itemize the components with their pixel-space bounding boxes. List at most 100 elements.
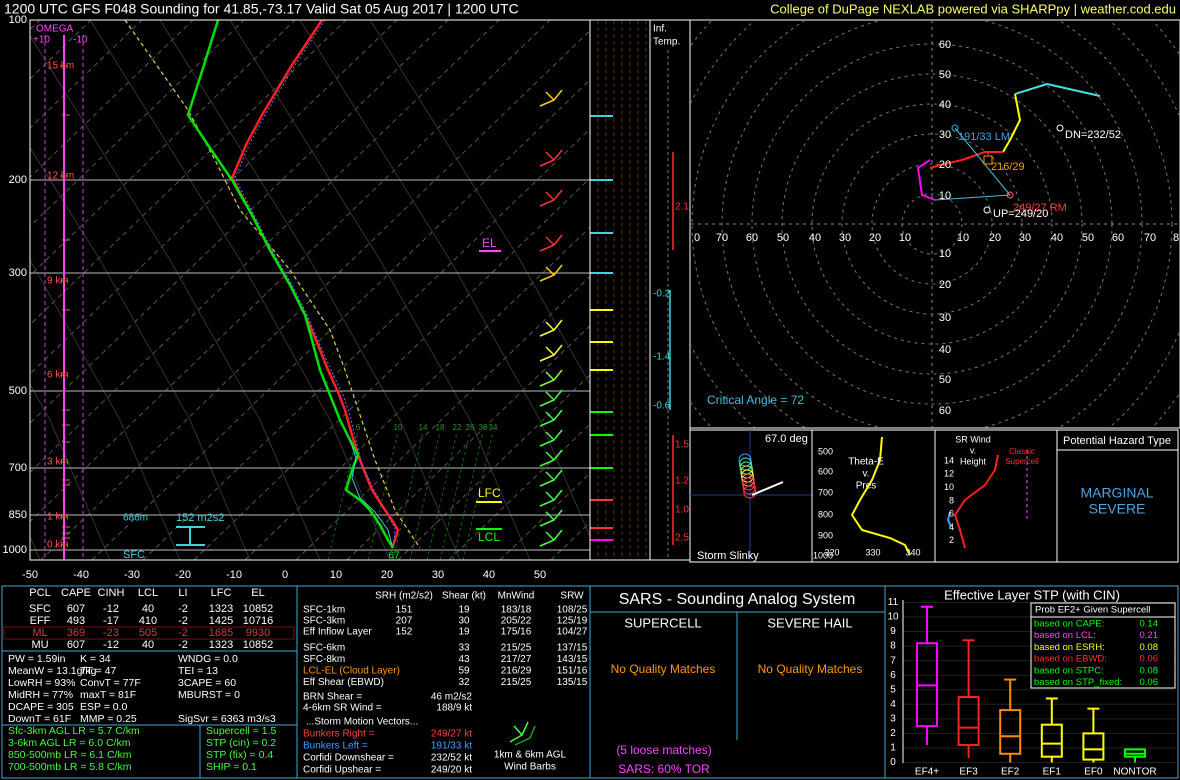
hodograph-frame — [689, 19, 1180, 429]
storm-motion: Corfidi Downshear = — [303, 753, 394, 764]
thermo-header: CINH — [98, 587, 125, 599]
prob-value: 0.08 — [1140, 642, 1159, 653]
sr-wind-height: 4 — [949, 522, 954, 532]
kinematics-cell: 43 — [458, 654, 470, 665]
hodograph-label: 10 — [957, 232, 969, 244]
kinematics-cell: 216/29 — [501, 666, 532, 677]
sr-wind-trace — [947, 511, 952, 528]
thermo-cell: 607 — [67, 603, 85, 615]
storm-motion: Bunkers Right = — [303, 729, 375, 740]
hodograph-label: 40 — [1051, 232, 1063, 244]
hazard-title: Potential Hazard Type — [1063, 435, 1171, 447]
theta-e-pressure: 800 — [818, 509, 833, 519]
kinematics-cell: 215/25 — [501, 643, 532, 654]
dry-adiabat — [30, 147, 251, 560]
thermo-header: EL — [251, 587, 264, 599]
hodograph-label: 40 — [939, 344, 951, 356]
hodograph-plot — [691, 21, 1179, 428]
inferred-temp-value: 1.5 — [675, 440, 689, 451]
thermo-cell: EFF — [30, 615, 51, 627]
mixing-ratio-line — [409, 431, 441, 560]
isotherm — [30, 20, 194, 178]
storm-motion: 191/33 kt — [431, 741, 472, 752]
stp-category: NONTOR — [1113, 767, 1156, 778]
temperature-label: 0 — [282, 569, 288, 581]
index: WNDG = 0.0 — [178, 653, 238, 665]
kinematics-param: 188/9 kt — [436, 703, 472, 714]
critical-angle: Critical Angle = 72 — [707, 393, 804, 407]
dry-adiabat — [89, 20, 391, 560]
theta-e-trace — [851, 436, 911, 556]
left-mover-marker — [951, 124, 959, 132]
pressure-label: 500 — [9, 385, 27, 397]
mixing-ratio-label: 14 — [419, 423, 428, 432]
thermo-cell: 505 — [139, 627, 157, 639]
index: DownT = 61F — [8, 713, 71, 725]
dry-adiabat — [159, 20, 461, 560]
index: PW = 1.59in — [8, 653, 66, 665]
downshear-marker — [1056, 124, 1064, 132]
prob-label: based on STPC: — [1034, 665, 1104, 676]
thermo-cell: ML — [32, 627, 47, 639]
wind-barb-flag — [545, 151, 555, 161]
index: TEI = 13 — [178, 665, 218, 677]
prob-label: based on CAPE: — [1034, 619, 1104, 630]
mean-wind-marker — [983, 155, 993, 165]
theta-e-label: 340 — [905, 547, 920, 557]
wind-barb-flag — [545, 266, 555, 276]
sars-loose: (5 loose matches) — [616, 743, 711, 757]
thermo-cell: -2 — [178, 627, 188, 639]
thermo-cell: -12 — [103, 603, 119, 615]
wind-barb-flag — [545, 471, 555, 481]
kinematics-label: Eff Shear (EBWD) — [303, 677, 384, 688]
sr-wind-height: 14 — [944, 455, 954, 465]
sr-wind-height: 6 — [949, 509, 954, 519]
isotherm — [91, 79, 590, 560]
theta-e-title: Theta-E — [848, 457, 884, 468]
inferred-temp-value: -0.6 — [653, 401, 671, 412]
kinematics-label: SFC-3km — [303, 616, 345, 627]
hodograph-label: 40 — [939, 99, 951, 111]
dry-adiabat — [369, 20, 590, 386]
hodograph-label: 70 — [1144, 232, 1156, 244]
dry-adiabat — [30, 35, 321, 560]
theta-e-pressure: 600 — [818, 466, 833, 476]
kinematics-cell: 151/16 — [557, 666, 588, 677]
temperature-label: -40 — [73, 569, 89, 581]
height-label: 0 km — [47, 540, 69, 551]
wind-barb-flag — [545, 431, 555, 441]
kinematics-cell: 104/27 — [557, 627, 588, 638]
prob-value: 0.06 — [1140, 654, 1159, 665]
kinematics-param: BRN Shear = — [303, 692, 362, 703]
isotherm — [448, 423, 590, 560]
pressure-label: 300 — [9, 267, 27, 279]
mixing-ratio-label: 18 — [436, 423, 445, 432]
kinematics-cell: 175/16 — [501, 627, 532, 638]
hodograph-label: 20 — [939, 279, 951, 291]
stp-box — [957, 696, 980, 747]
thermo-cell: 9930 — [246, 627, 270, 639]
hodograph-label: 60 — [939, 405, 951, 417]
kinematics-label: SFC-1km — [303, 605, 345, 616]
thermo-cell: 607 — [67, 639, 85, 651]
composite: SHIP = 0.1 — [206, 761, 257, 773]
sr-wind-height: 10 — [944, 482, 954, 492]
kinematics-label: Eff Inflow Layer — [303, 627, 372, 638]
barb-caption: Wind Barbs — [504, 762, 556, 773]
lcl-label: LCL — [478, 530, 500, 544]
kinematics-cell: 152 — [396, 627, 413, 638]
kinematics-cell: 108/25 — [557, 605, 588, 616]
prob-label: based on STP_fixed: — [1034, 677, 1122, 688]
wind-barb-flag — [545, 491, 555, 501]
kinematics-label: SFC-6km — [303, 643, 345, 654]
sfc-dewpoint-label: 67 — [388, 551, 400, 562]
inferred-temp-value: 2.5 — [675, 533, 689, 544]
lapse-rate: 850-500mb LR = 6.1 C/km — [8, 749, 132, 761]
height-label: 3 km — [47, 457, 69, 468]
thermo-cell: -12 — [103, 639, 119, 651]
thermo-cell: MU — [31, 639, 48, 651]
eff-base-label: 686m — [123, 513, 148, 524]
isotherm — [346, 324, 590, 560]
mixing-ratio-line — [439, 431, 471, 560]
